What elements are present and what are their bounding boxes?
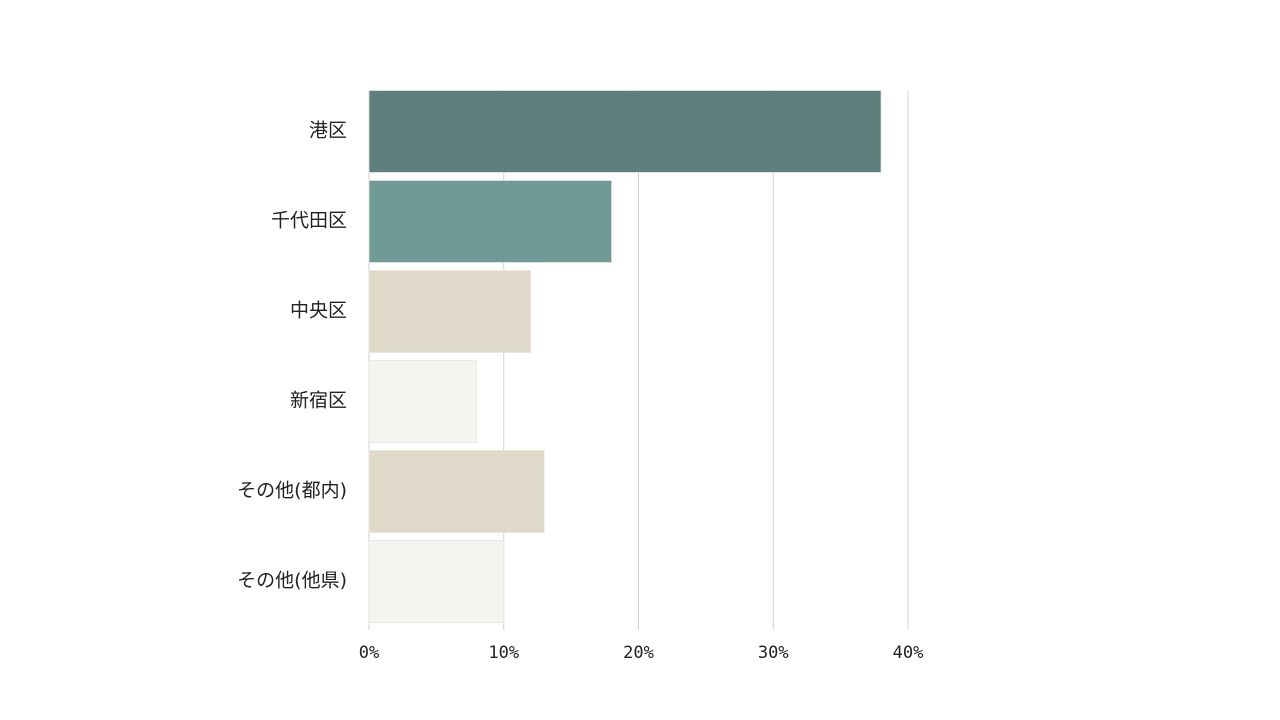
bar bbox=[368, 360, 478, 443]
y-tick-label: 新宿区 bbox=[290, 390, 347, 412]
y-tick-label: その他(都内) bbox=[237, 480, 347, 502]
bar bbox=[368, 180, 612, 263]
bar bbox=[368, 540, 505, 623]
x-tick-label: 20% bbox=[623, 643, 654, 663]
x-tick-label: 30% bbox=[758, 643, 789, 663]
y-tick-label: 中央区 bbox=[290, 300, 347, 322]
x-tick-label: 0% bbox=[359, 643, 379, 663]
y-tick-label: 港区 bbox=[309, 120, 347, 142]
y-tick-label: その他(他県) bbox=[237, 570, 347, 592]
bar bbox=[368, 450, 545, 533]
bar bbox=[368, 270, 532, 353]
bar bbox=[368, 90, 882, 173]
x-tick-label: 10% bbox=[488, 643, 519, 663]
x-tick-label: 40% bbox=[893, 643, 924, 663]
y-tick-label: 千代田区 bbox=[271, 210, 347, 232]
